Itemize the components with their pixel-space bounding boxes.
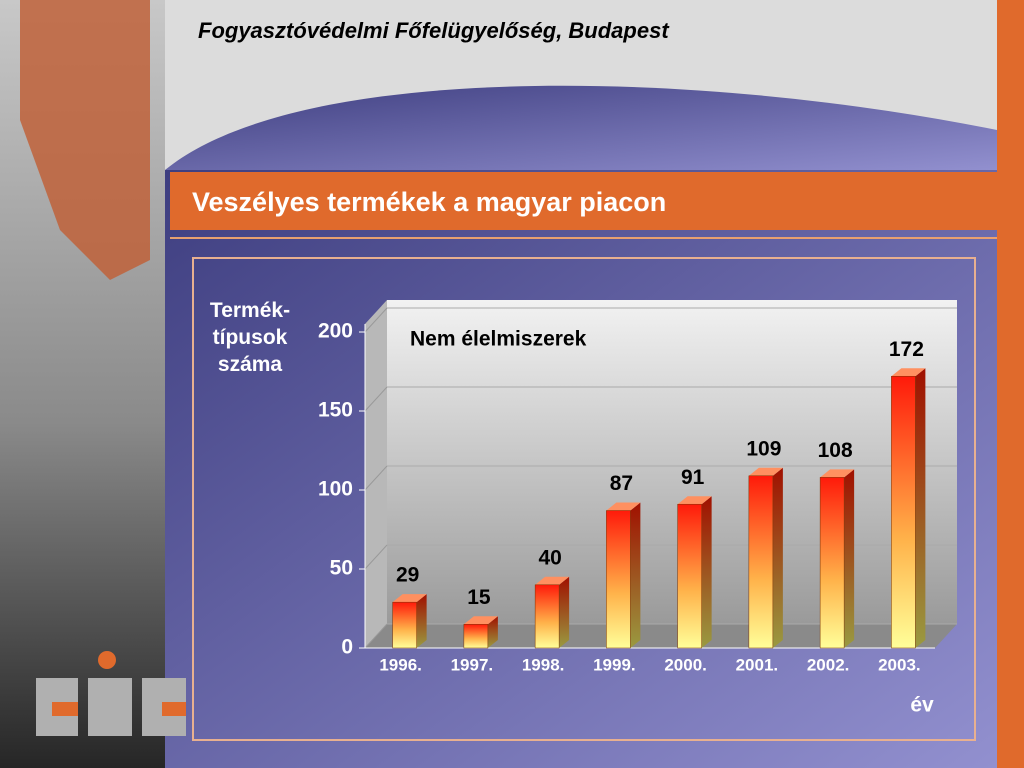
x-tick-label: 2002. [807, 655, 850, 674]
x-tick-label: 1997. [451, 655, 494, 674]
y-tick-label: 50 [330, 557, 353, 580]
y-axis-label: Termék-típusok száma [209, 299, 291, 376]
bar-top [748, 467, 783, 476]
bar [891, 375, 916, 649]
section-title: Veszélyes termékek a magyar piacon [192, 187, 666, 217]
annotation: Nem élelmiszerek [410, 328, 587, 351]
data-label: 87 [610, 472, 633, 495]
data-label: 172 [889, 338, 924, 361]
bar [392, 601, 417, 649]
bar-side [559, 576, 570, 648]
y-tick-label: 150 [318, 399, 353, 422]
bar-top [677, 496, 712, 505]
floor [365, 624, 957, 648]
grid-line [364, 465, 388, 491]
header-curve [165, 85, 997, 170]
bar-side [915, 368, 926, 648]
y-tick-label: 200 [318, 320, 353, 343]
bar-side [844, 469, 855, 648]
data-label: 29 [396, 564, 419, 587]
bar [748, 475, 774, 649]
header-title: Fogyasztóvédelmi Főfelügyelőség, Budapes… [198, 18, 670, 43]
grid-line [364, 623, 388, 649]
x-tick-label: 2003. [878, 655, 921, 674]
bar [534, 584, 560, 649]
x-tick-label: 1998. [522, 655, 565, 674]
bar [819, 477, 845, 649]
logo [36, 651, 186, 736]
y-tick-label: 100 [318, 478, 353, 501]
bar-side [772, 467, 783, 648]
decor [20, 0, 150, 280]
bar-side [487, 616, 498, 648]
bar [677, 503, 702, 649]
title-band [170, 172, 997, 230]
bar-top [535, 576, 570, 585]
bar-top [392, 594, 427, 603]
bar [463, 624, 489, 649]
data-label: 91 [681, 466, 705, 489]
data-label: 109 [746, 437, 781, 460]
bar-top [820, 469, 855, 478]
x-tick-label: 2000. [664, 655, 707, 674]
x-tick-label: 1996. [379, 655, 422, 674]
bar-side [416, 594, 427, 648]
grid-line [364, 544, 388, 570]
bar-top [891, 368, 926, 377]
x-tick-label: 2001. [736, 655, 779, 674]
data-label: 108 [818, 439, 853, 462]
grid-line [364, 307, 388, 333]
x-tick-label: 1999. [593, 655, 636, 674]
bar-top [463, 616, 498, 625]
panel [192, 257, 976, 741]
y-tick-label: 0 [341, 636, 353, 659]
right-strip [997, 0, 1024, 768]
grid-line [364, 386, 388, 412]
bar-top [606, 502, 641, 511]
x-axis-label: év [910, 694, 934, 717]
bar-side [630, 502, 641, 648]
side-wall [365, 300, 387, 648]
bar-side [701, 496, 712, 648]
data-label: 40 [538, 546, 561, 569]
data-label: 15 [467, 586, 491, 609]
bar [606, 510, 631, 649]
back-wall [387, 300, 957, 624]
